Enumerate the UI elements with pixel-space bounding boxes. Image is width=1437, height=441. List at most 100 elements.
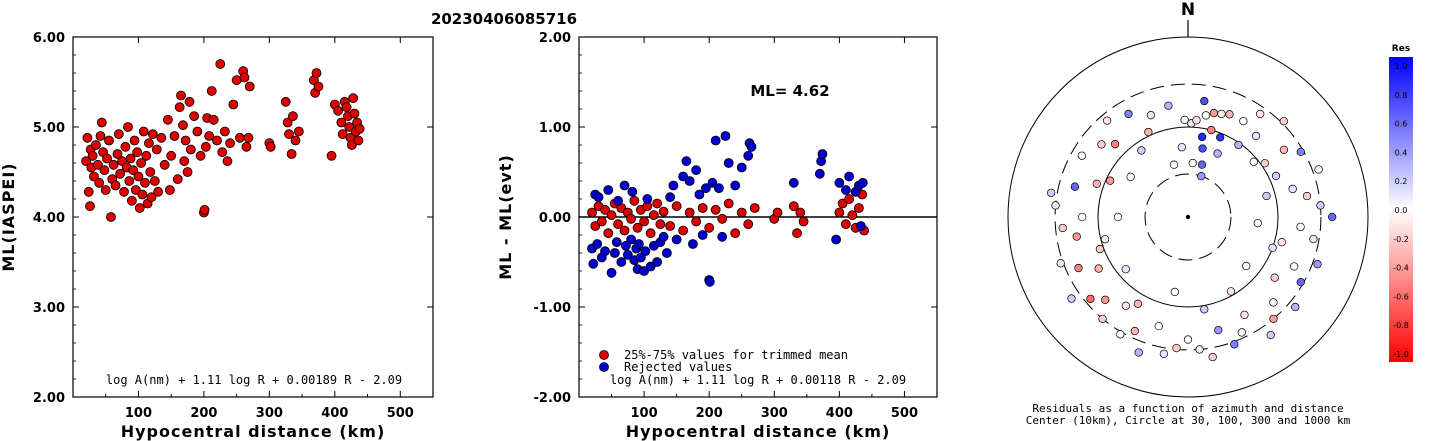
residual-point [1296, 277, 1305, 287]
residual-point [1200, 96, 1209, 106]
residual-point [1242, 261, 1251, 271]
colorbar-tick-label: 1.0 [1395, 62, 1408, 71]
data-point [592, 239, 603, 249]
data-point [661, 248, 672, 258]
residual-point [1279, 117, 1288, 126]
data-point [326, 150, 337, 161]
data-point [730, 180, 741, 191]
residual-point [1230, 340, 1239, 349]
data-point [619, 180, 630, 191]
middle-x-tick-label: 400 [826, 406, 853, 421]
data-point [681, 156, 692, 167]
data-point [235, 132, 245, 143]
data-point [92, 159, 103, 170]
data-point [348, 93, 359, 104]
residual-point [1056, 259, 1065, 268]
data-point [166, 150, 177, 161]
data-point [284, 129, 294, 140]
data-point [707, 177, 718, 188]
data-point [697, 230, 708, 240]
residual-point [1077, 151, 1087, 160]
residual-point [1113, 212, 1123, 222]
residual-point [1154, 321, 1163, 331]
data-point [596, 216, 607, 227]
data-point [684, 207, 695, 218]
colorbar-tick-label: 0.2 [1395, 177, 1408, 186]
data-point [844, 171, 855, 182]
data-point [648, 210, 659, 221]
data-point [658, 231, 669, 242]
residual-point [1116, 330, 1125, 339]
middle-y-tick-label: 0.00 [539, 211, 571, 226]
residual-point [1124, 109, 1133, 119]
data-point [104, 135, 114, 146]
middle-y-tick-label: -2.00 [534, 391, 571, 406]
data-point [137, 189, 148, 200]
residual-point [1251, 131, 1261, 141]
residual-point [1170, 287, 1179, 297]
middle-x-tick-label: 200 [696, 406, 723, 421]
data-point [723, 198, 734, 209]
data-point [622, 249, 633, 260]
residual-point [1209, 108, 1219, 118]
data-point [140, 177, 150, 188]
data-point [743, 150, 754, 161]
colorbar-title: Res [1392, 44, 1410, 54]
data-point [844, 194, 855, 204]
data-point [626, 234, 636, 245]
data-point [817, 149, 828, 159]
residual-point [1195, 345, 1204, 354]
residual-point [1249, 157, 1258, 166]
residual-point [1051, 201, 1060, 210]
residual-point [1217, 109, 1226, 119]
data-point [627, 186, 638, 197]
left-axes: 100 200 300 400 500 2.00 3.00 4.00 5.00 6.00 [33, 31, 433, 421]
middle-y-tick-label: -1.00 [534, 301, 571, 316]
legend-rejected-marker [599, 362, 609, 372]
legend-rejected-label: Rejected values [624, 360, 732, 374]
residual-point [1225, 110, 1234, 119]
data-point [353, 135, 364, 146]
data-point [840, 185, 851, 195]
distance-circle [1007, 36, 1369, 398]
data-point [354, 123, 365, 134]
residual-point [1216, 133, 1225, 142]
residual-point [1046, 188, 1056, 198]
colorbar-tick-label: -0.4 [1393, 264, 1409, 273]
data-point [588, 258, 599, 269]
data-point [853, 203, 864, 213]
residual-point [1101, 295, 1110, 304]
north-label: N [1181, 0, 1195, 20]
polar-caption-line2: Center (10km), Circle at 30, 100, 300 an… [1026, 414, 1351, 427]
data-point [684, 176, 695, 186]
residual-point [1144, 127, 1153, 137]
polar-points [1046, 96, 1337, 362]
middle-axes: 100 200 300 400 500 -2.00 -1.00 0.00 1.00 2.00 [534, 31, 937, 421]
data-point [665, 192, 676, 203]
residual-point [1169, 160, 1179, 169]
data-point [337, 129, 348, 140]
residual-point [1262, 191, 1271, 201]
residual-point [1159, 349, 1169, 359]
data-point [349, 108, 360, 119]
data-point [195, 150, 206, 161]
data-point [603, 185, 614, 195]
data-point [282, 117, 293, 128]
colorbar-tick-label: -0.8 [1393, 321, 1409, 330]
data-point [814, 168, 825, 179]
data-point [110, 180, 121, 191]
data-point [141, 150, 152, 161]
data-point [89, 171, 99, 182]
middle-x-tick-label: 300 [761, 406, 788, 421]
data-point [132, 147, 143, 158]
left-y-tick-label: 4.00 [33, 211, 65, 226]
colorbar-gradient [1389, 57, 1413, 362]
data-point [714, 183, 724, 194]
data-point [341, 102, 352, 113]
residual-point [1313, 259, 1322, 269]
residual-point [1110, 139, 1120, 149]
residual-point [1253, 218, 1262, 228]
residual-point [1296, 222, 1305, 231]
data-point [184, 96, 195, 107]
data-point [311, 68, 322, 78]
